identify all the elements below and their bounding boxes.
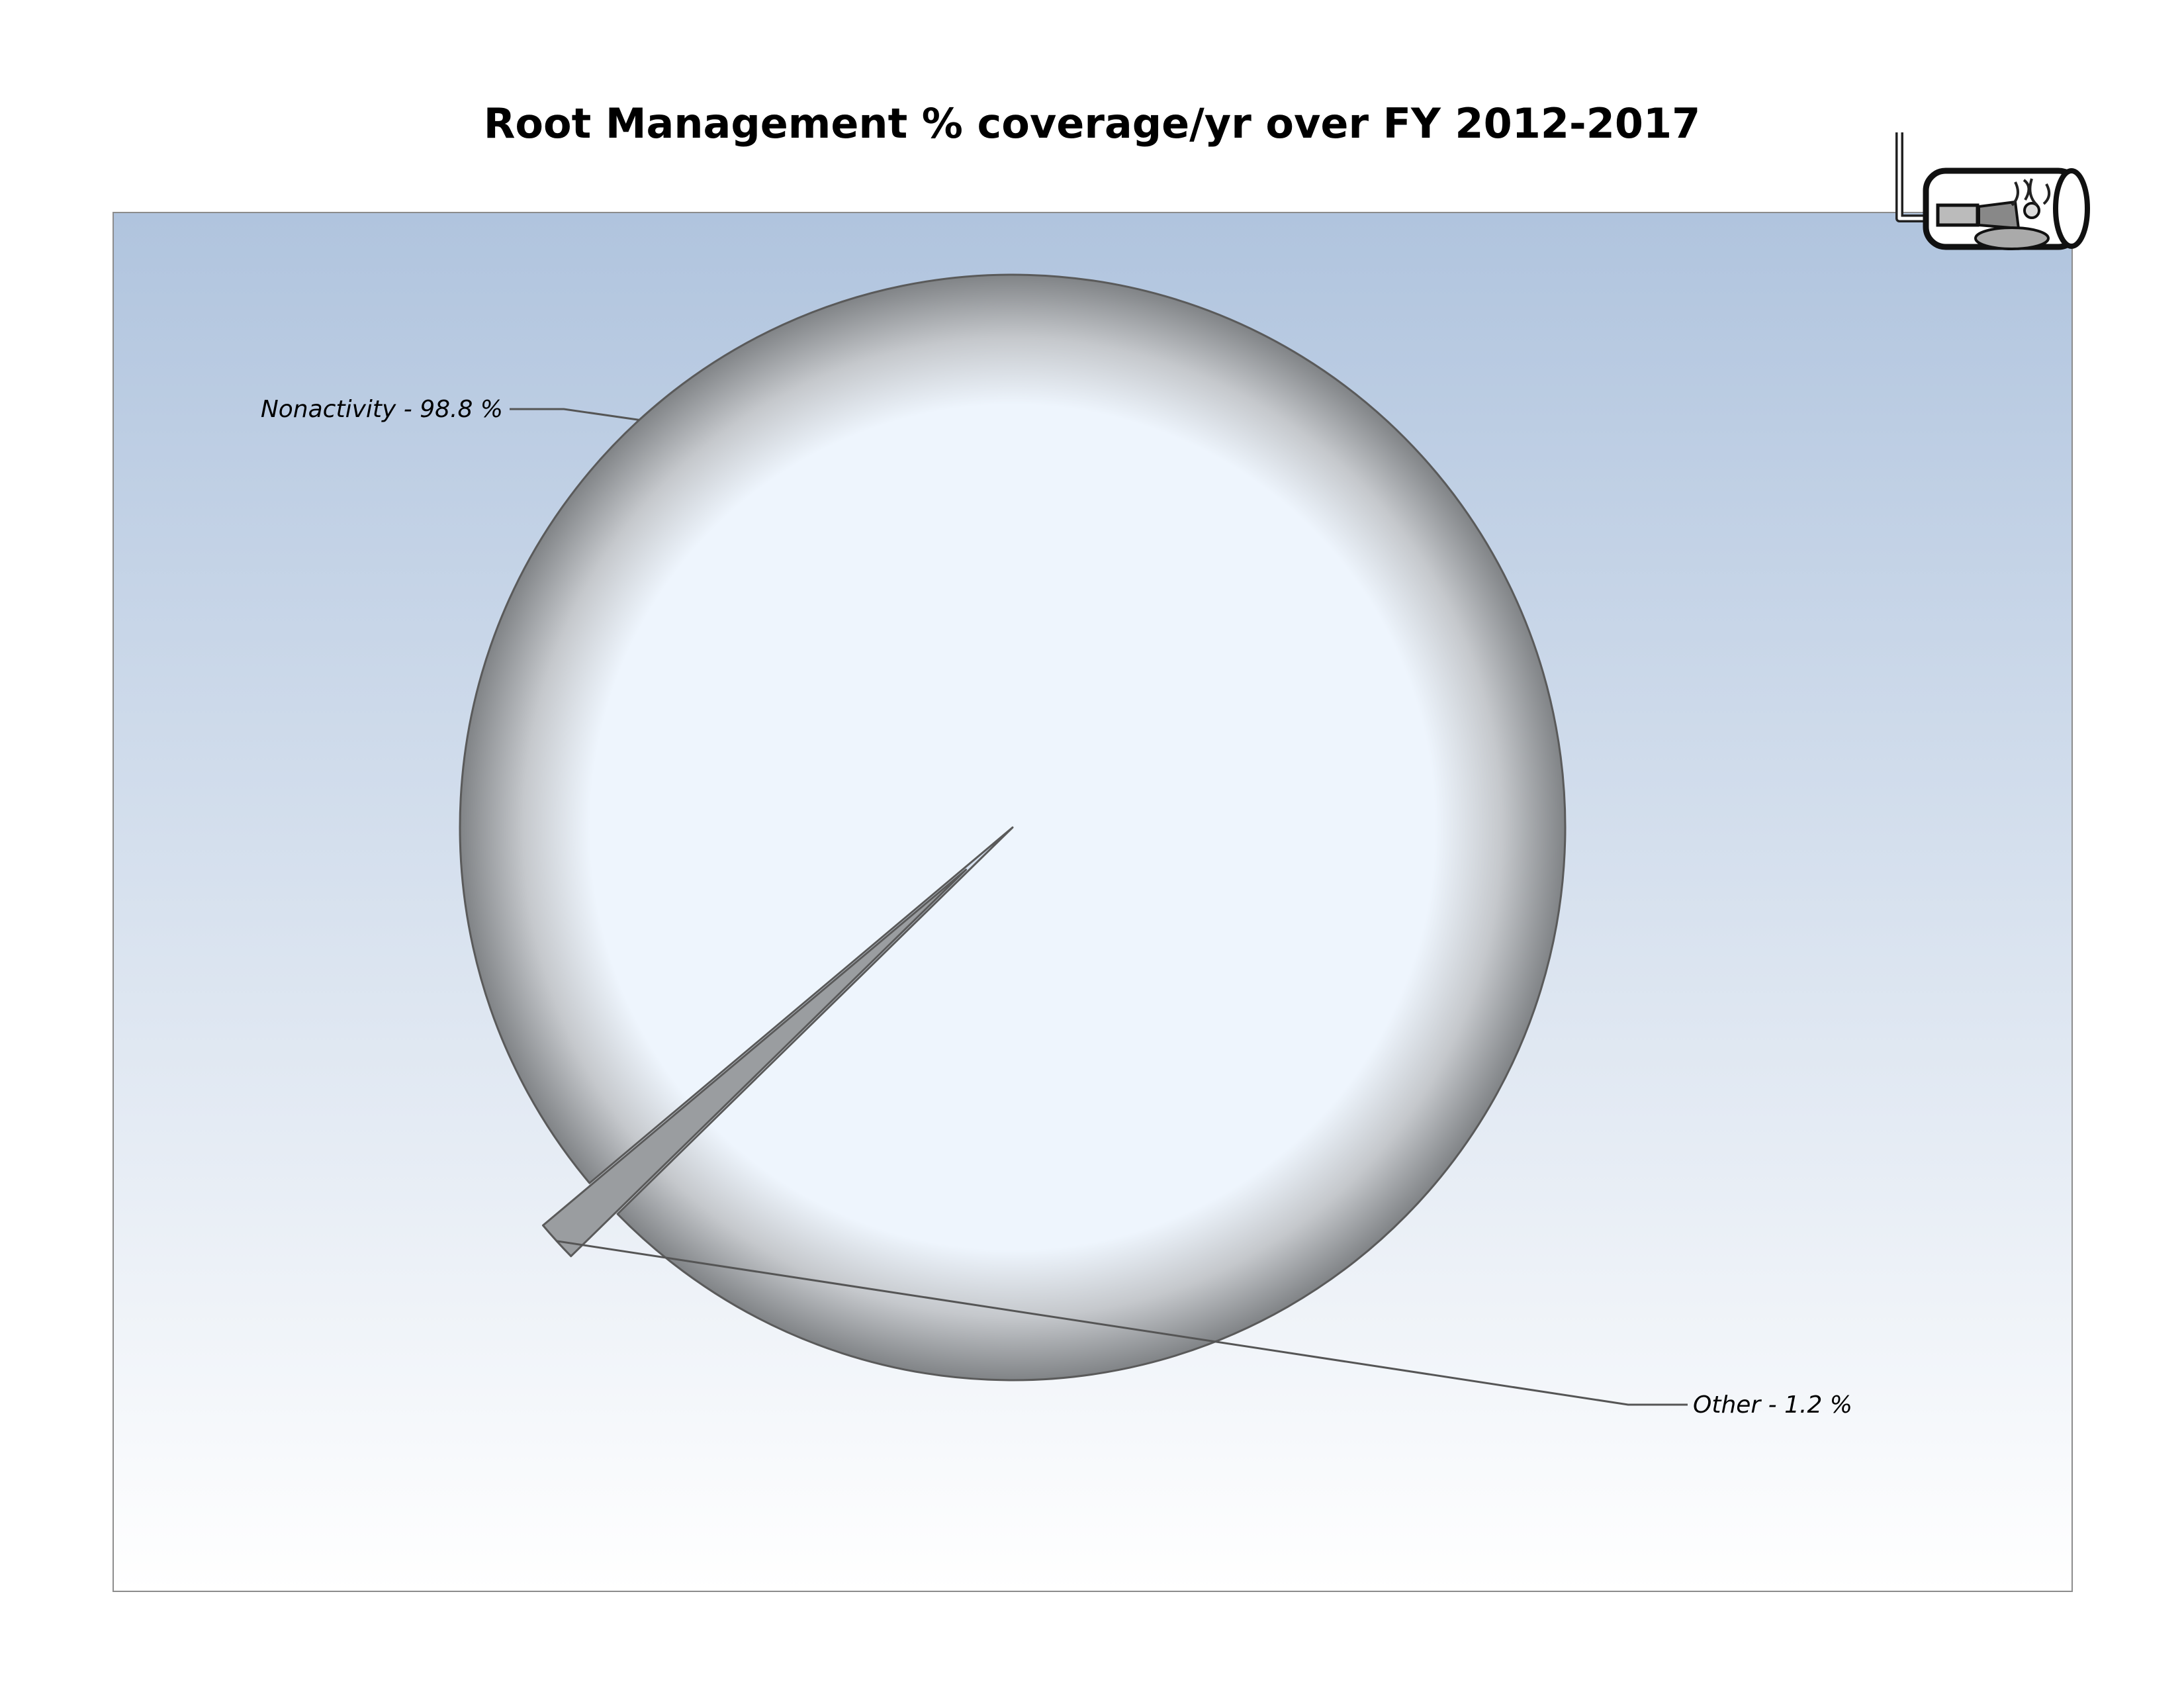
slice-labels: Nonactivity - 98.8 % Other - 1.2 %	[261, 396, 1852, 1419]
chart-title: Root Management % coverage/yr over FY 20…	[483, 99, 1701, 148]
leader-line-nonactivity	[510, 408, 640, 421]
pie-slice-other	[541, 868, 968, 1258]
slice-label-nonactivity: Nonactivity - 98.8 %	[261, 396, 503, 423]
pipe-with-roots-icon	[1895, 132, 2090, 250]
leader-line-other	[556, 1240, 1688, 1406]
pie-slice-nonactivity	[459, 273, 1567, 1382]
pie-slices	[459, 273, 1567, 1382]
slice-label-other: Other - 1.2 %	[1693, 1391, 1852, 1419]
